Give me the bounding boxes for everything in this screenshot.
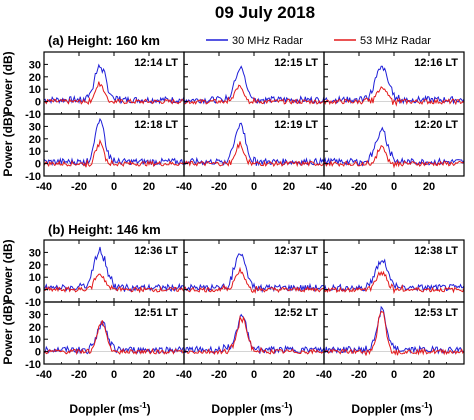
y-tick-label: -10 bbox=[25, 109, 41, 121]
x-tick-label: -20 bbox=[211, 181, 227, 193]
x-tick-label: -40 bbox=[316, 181, 332, 193]
y-tick-label: 30 bbox=[29, 309, 41, 321]
y-tick-label: 20 bbox=[29, 72, 41, 84]
x-tick-label: 0 bbox=[251, 369, 257, 381]
y-tick-label: 10 bbox=[29, 84, 41, 96]
y-tick-label: 30 bbox=[29, 59, 41, 71]
y-tick-label: 30 bbox=[29, 247, 41, 259]
y-tick-label: 0 bbox=[35, 159, 41, 171]
spectrum-line-53mhz bbox=[183, 266, 325, 294]
legend-label-53mhz: 53 MHz Radar bbox=[360, 35, 431, 47]
y-tick-label: 10 bbox=[29, 334, 41, 346]
x-tick-label: 20 bbox=[283, 181, 295, 193]
y-tick-label: 0 bbox=[35, 285, 41, 297]
panel-time-label: 12:53 LT bbox=[414, 307, 458, 319]
spectrum-line-30mhz bbox=[323, 65, 465, 105]
y-tick-label: 20 bbox=[29, 322, 41, 334]
panel-1253: 12:53 LT -40 -20 0 20 bbox=[316, 301, 465, 381]
y-axis-label: Power (dB) bbox=[1, 239, 15, 302]
spectrum-line-53mhz bbox=[323, 270, 465, 295]
x-tick-label: 0 bbox=[111, 369, 117, 381]
panel-time-label: 12:14 LT bbox=[134, 57, 178, 69]
x-tick-label: -40 bbox=[176, 369, 192, 381]
y-axis-label: Power (dB) bbox=[1, 113, 15, 176]
panel-time-label: 12:18 LT bbox=[134, 119, 178, 131]
y-tick-label: 0 bbox=[35, 347, 41, 359]
y-tick-label: -10 bbox=[25, 171, 41, 183]
panel-1220: 12:20 LT -40 -20 0 20 bbox=[316, 113, 465, 193]
x-tick-label: 0 bbox=[391, 181, 397, 193]
y-tick-label: 30 bbox=[29, 121, 41, 133]
x-tick-label: 20 bbox=[143, 369, 155, 381]
y-tick-label: 20 bbox=[29, 134, 41, 146]
x-axis-label-left: Doppler (ms-1) bbox=[69, 401, 150, 416]
x-tick-label: 20 bbox=[283, 369, 295, 381]
panel-time-label: 12:52 LT bbox=[274, 307, 318, 319]
panel-time-label: 12:16 LT bbox=[414, 57, 458, 69]
group-a-label: (a) Height: 160 km bbox=[48, 33, 160, 48]
spectrum-line-53mhz bbox=[183, 315, 325, 355]
y-axis-label: Power (dB) bbox=[1, 51, 15, 114]
panel-time-label: 12:15 LT bbox=[274, 57, 318, 69]
x-tick-label: -40 bbox=[176, 181, 192, 193]
spectrum-line-30mhz bbox=[43, 320, 185, 355]
spectrum-line-53mhz bbox=[43, 81, 185, 105]
y-tick-label: 10 bbox=[29, 272, 41, 284]
panel-time-label: 12:37 LT bbox=[274, 245, 318, 257]
spectrum-line-53mhz bbox=[43, 320, 185, 356]
y-tick-label: -10 bbox=[25, 359, 41, 371]
y-tick-label: 0 bbox=[35, 97, 41, 109]
x-tick-label: 0 bbox=[111, 181, 117, 193]
spectrum-line-53mhz bbox=[183, 141, 325, 168]
x-tick-label: 0 bbox=[391, 369, 397, 381]
spectrum-line-53mhz bbox=[323, 86, 465, 107]
y-tick-label: -10 bbox=[25, 297, 41, 309]
x-tick-label: 20 bbox=[423, 369, 435, 381]
x-tick-label: -20 bbox=[351, 181, 367, 193]
spectrum-line-53mhz bbox=[43, 138, 185, 168]
panel-time-label: 12:38 LT bbox=[414, 245, 458, 257]
x-tick-label: 20 bbox=[423, 181, 435, 193]
y-axis-label: Power (dB) bbox=[1, 301, 15, 364]
x-tick-label: 0 bbox=[251, 181, 257, 193]
panel-1237: 12:37 LT bbox=[183, 239, 325, 303]
figure-title: 09 July 2018 bbox=[215, 3, 315, 22]
legend-label-30mhz: 30 MHz Radar bbox=[232, 35, 303, 47]
x-tick-label: 20 bbox=[143, 181, 155, 193]
panel-1238: 12:38 LT bbox=[323, 239, 465, 303]
spectrum-line-53mhz bbox=[44, 273, 185, 294]
panel-time-label: 12:19 LT bbox=[274, 119, 318, 131]
x-tick-label: -20 bbox=[351, 369, 367, 381]
x-tick-label: -20 bbox=[71, 369, 87, 381]
legend: 30 MHz Radar 53 MHz Radar bbox=[206, 35, 431, 47]
spectrum-line-30mhz bbox=[323, 305, 464, 355]
x-tick-label: -20 bbox=[71, 181, 87, 193]
spectrum-line-30mhz bbox=[323, 258, 465, 293]
panel-time-label: 12:20 LT bbox=[414, 119, 458, 131]
y-tick-label: 20 bbox=[29, 260, 41, 272]
panel-time-label: 12:36 LT bbox=[134, 245, 178, 257]
panel-time-label: 12:51 LT bbox=[134, 307, 178, 319]
x-tick-label: -40 bbox=[36, 369, 52, 381]
spectrum-line-30mhz bbox=[183, 253, 325, 294]
group-b-label: (b) Height: 146 km bbox=[48, 222, 161, 237]
x-tick-label: -40 bbox=[36, 181, 52, 193]
x-tick-label: -20 bbox=[211, 369, 227, 381]
x-axis-label-center: Doppler (ms-1) bbox=[211, 401, 292, 416]
spectrum-line-30mhz bbox=[323, 126, 465, 167]
y-tick-label: 10 bbox=[29, 146, 41, 158]
x-axis-label-right: Doppler (ms-1) bbox=[351, 401, 432, 416]
spectrum-line-53mhz bbox=[323, 310, 465, 356]
spectrum-line-53mhz bbox=[323, 144, 465, 169]
spectrum-line-53mhz bbox=[183, 84, 325, 105]
spectrum-line-30mhz bbox=[43, 117, 185, 167]
x-tick-label: -40 bbox=[316, 369, 332, 381]
